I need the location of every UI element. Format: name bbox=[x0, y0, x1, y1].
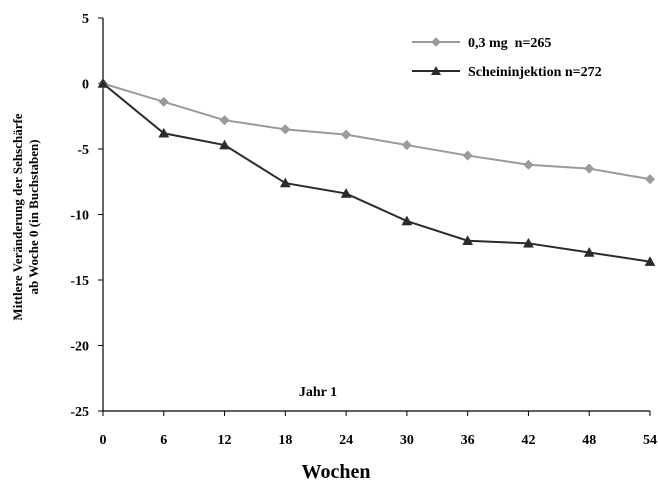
y-tick-label: -25 bbox=[70, 405, 89, 420]
data-point bbox=[583, 246, 595, 257]
legend: 0,3 mg n=265 Scheininjektion n=272 bbox=[412, 36, 602, 80]
x-tick-label: 12 bbox=[218, 433, 232, 448]
y-tick-label: -10 bbox=[70, 209, 89, 224]
y-tick-label: -5 bbox=[77, 143, 89, 158]
data-point bbox=[462, 150, 473, 161]
y-tick-label: 5 bbox=[82, 12, 89, 27]
x-axis-label: Wochen bbox=[302, 461, 371, 483]
data-point bbox=[644, 256, 656, 266]
x-tick-label: 48 bbox=[582, 433, 596, 448]
data-point bbox=[340, 188, 352, 198]
data-point bbox=[523, 159, 534, 170]
data-point bbox=[523, 237, 534, 248]
data-point bbox=[644, 173, 656, 185]
x-tick-label: 24 bbox=[339, 433, 353, 448]
y-tick-label: -20 bbox=[70, 340, 89, 355]
legend-marker-series-2 bbox=[431, 66, 441, 75]
x-tick-label: 36 bbox=[461, 433, 475, 448]
data-point bbox=[401, 215, 413, 226]
data-point bbox=[219, 139, 230, 150]
data-point bbox=[401, 139, 413, 151]
legend-label-series-1: 0,3 mg n=265 bbox=[468, 36, 551, 51]
data-point bbox=[219, 115, 230, 126]
x-tick-label: 0 bbox=[100, 433, 107, 448]
data-point bbox=[158, 127, 170, 138]
y-tick-label: -15 bbox=[70, 274, 89, 289]
x-tick-label: 6 bbox=[160, 433, 167, 448]
x-tick-label: 54 bbox=[643, 433, 657, 448]
series-line bbox=[102, 82, 651, 181]
x-tick-label: 18 bbox=[278, 433, 292, 448]
data-point bbox=[97, 77, 109, 88]
legend-marker-series-1 bbox=[431, 37, 441, 47]
y-axis-label-line-2: ab Woche 0 (in Buchstaben) bbox=[26, 139, 41, 294]
data-point bbox=[280, 124, 291, 135]
annotation-jahr-1: Jahr 1 bbox=[299, 385, 337, 400]
x-tick-label: 42 bbox=[521, 433, 535, 448]
series-line bbox=[102, 82, 651, 263]
data-point bbox=[158, 96, 169, 107]
x-tick-label: 30 bbox=[400, 433, 414, 448]
series-1 bbox=[97, 78, 656, 185]
data-point bbox=[584, 163, 595, 174]
data-point bbox=[340, 129, 352, 140]
data-point bbox=[462, 235, 474, 245]
y-axis-label-line-1: Mittlere Veränderung der Sehschärfe bbox=[10, 113, 25, 320]
legend-label-series-2: Scheininjektion n=272 bbox=[468, 65, 602, 80]
series bbox=[97, 77, 656, 266]
ticks: 5 0 -5 -10 -15 -20 -25 0 6 12 18 24 30 36 42 48 54 bbox=[70, 12, 657, 448]
series-2 bbox=[97, 77, 656, 266]
y-tick-label: 0 bbox=[82, 78, 89, 93]
data-point bbox=[279, 177, 291, 188]
